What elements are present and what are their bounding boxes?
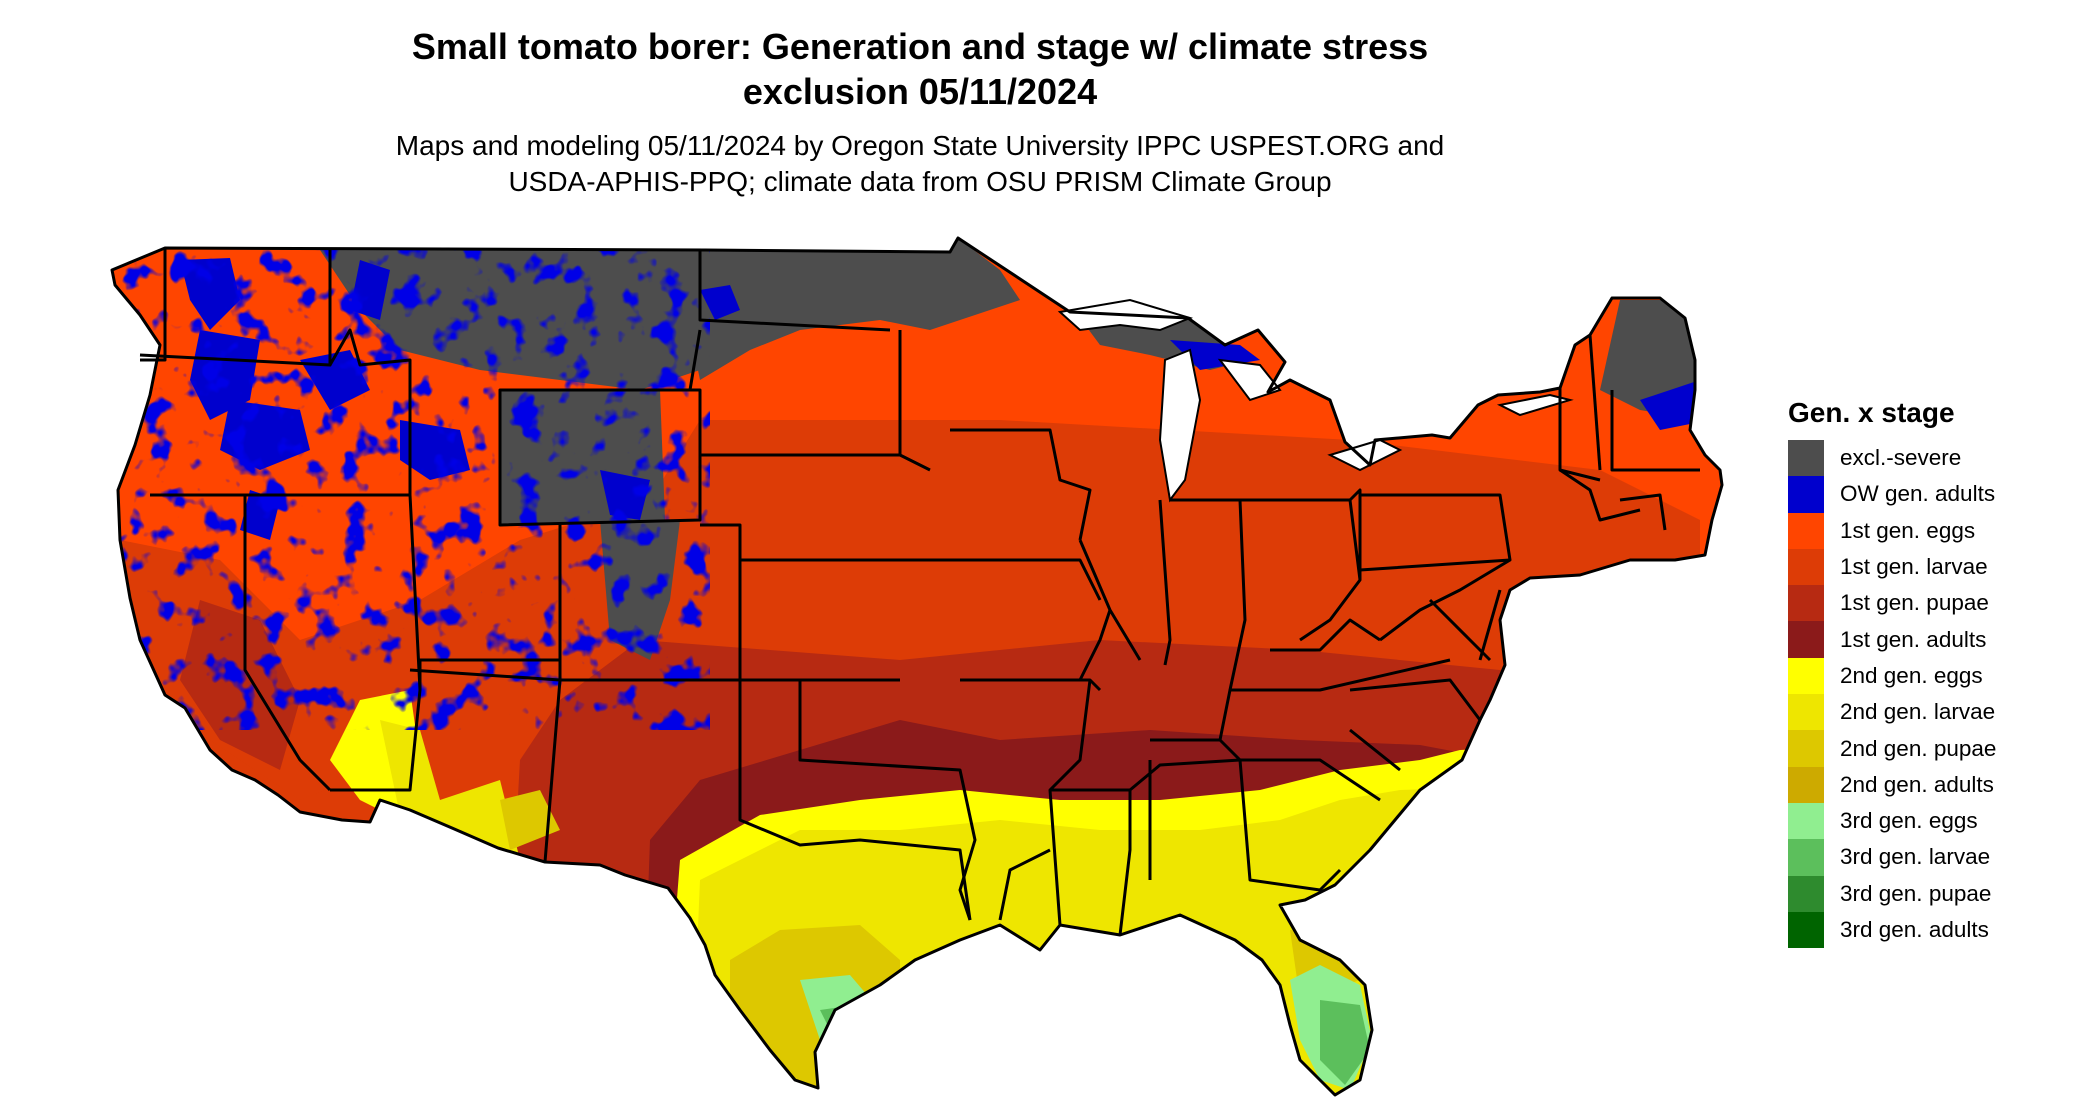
legend-swatch xyxy=(1788,802,1824,840)
legend-item: 2nd gen. pupae xyxy=(1788,730,2088,767)
legend-item: 3rd gen. adults xyxy=(1788,911,2088,949)
legend-label: 3rd gen. larvae xyxy=(1840,844,1991,870)
legend-items: excl.-severe OW gen. adults 1st gen. eggs 1… xyxy=(1788,440,2088,949)
map-title: Small tomato borer: Generation and stage… xyxy=(300,24,1540,114)
legend-swatch xyxy=(1788,875,1824,912)
legend-item: 3rd gen. pupae xyxy=(1788,875,2088,912)
legend-item: 2nd gen. adults xyxy=(1788,766,2088,803)
title-line-2: exclusion 05/11/2024 xyxy=(742,71,1098,112)
legend-label: 1st gen. larvae xyxy=(1840,554,1988,580)
legend-swatch xyxy=(1788,766,1824,803)
legend-item: 1st gen. adults xyxy=(1788,621,2088,658)
legend-swatch xyxy=(1788,440,1824,477)
state-borders xyxy=(139,248,1700,936)
subtitle-line-1: Maps and modeling 05/11/2024 by Oregon S… xyxy=(395,130,1445,161)
legend-item: excl.-severe xyxy=(1788,440,2088,477)
legend-swatch xyxy=(1788,476,1824,513)
legend-item: 1st gen. pupae xyxy=(1788,585,2088,622)
legend-swatch xyxy=(1788,512,1824,549)
legend-swatch xyxy=(1788,694,1824,731)
legend-swatch xyxy=(1788,657,1824,695)
legend-swatch xyxy=(1788,585,1824,622)
us-outline xyxy=(110,236,1724,1097)
legend-item: 2nd gen. eggs xyxy=(1788,657,2088,695)
legend-label: OW gen. adults xyxy=(1840,481,1996,507)
legend-item: 3rd gen. eggs xyxy=(1788,802,2088,840)
legend-label: 2nd gen. pupae xyxy=(1840,735,1997,761)
legend-swatch xyxy=(1788,730,1824,767)
legend-item: 2nd gen. larvae xyxy=(1788,694,2088,731)
legend-swatch xyxy=(1788,911,1824,949)
legend-label: 2nd gen. adults xyxy=(1840,771,1994,797)
legend-label: 3rd gen. adults xyxy=(1840,917,1989,942)
subtitle-line-2: USDA-APHIS-PPQ; climate data from OSU PR… xyxy=(508,166,1332,197)
legend-swatch xyxy=(1788,621,1824,658)
legend: Gen. x stage excl.-severe OW gen. adults 1… xyxy=(1788,396,2088,949)
legend-label: 1st gen. eggs xyxy=(1840,517,1976,543)
legend-title: Gen. x stage xyxy=(1788,397,1955,428)
legend-label: 1st gen. adults xyxy=(1840,626,1987,652)
map-subtitle: Maps and modeling 05/11/2024 by Oregon S… xyxy=(300,128,1540,200)
legend-swatch xyxy=(1788,839,1824,876)
legend-item: OW gen. adults xyxy=(1788,476,2088,513)
legend-label: 1st gen. pupae xyxy=(1840,590,1989,616)
legend-label: 3rd gen. pupae xyxy=(1840,880,1992,906)
legend-item: 1st gen. eggs xyxy=(1788,512,2088,549)
legend-label: 2nd gen. larvae xyxy=(1840,699,1996,725)
legend-label: 2nd gen. eggs xyxy=(1840,662,1983,688)
legend-label: excl.-severe xyxy=(1840,445,1962,471)
legend-item: 3rd gen. larvae xyxy=(1788,839,2088,876)
legend-item: 1st gen. larvae xyxy=(1788,548,2088,586)
legend-label: 3rd gen. eggs xyxy=(1840,808,1978,834)
legend-swatch xyxy=(1788,548,1824,586)
title-line-1: Small tomato borer: Generation and stage… xyxy=(411,26,1429,67)
